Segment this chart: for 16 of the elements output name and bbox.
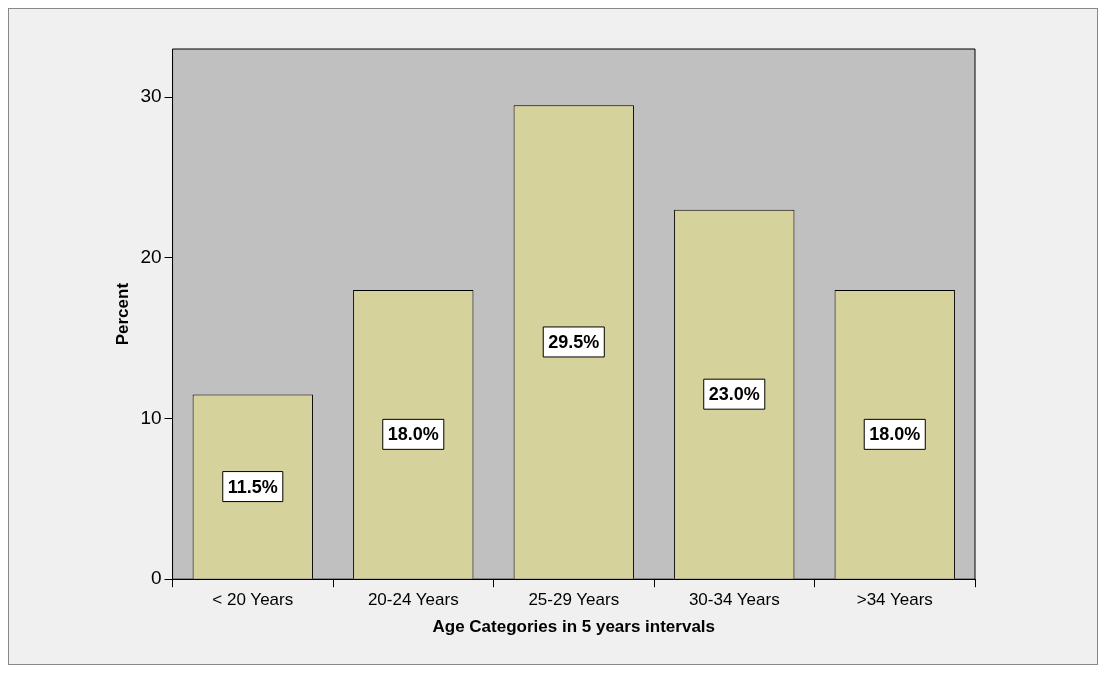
x-tick-label: >34 Years <box>856 590 933 610</box>
y-tick-label: 10 <box>140 406 162 428</box>
x-tick-label: 20-24 Years <box>367 590 459 610</box>
y-axis-title: Percent <box>112 282 132 346</box>
y-tick-label: 20 <box>140 246 162 268</box>
data-label: 29.5% <box>548 331 600 352</box>
data-label: 23.0% <box>708 384 760 405</box>
data-label: 18.0% <box>387 424 439 445</box>
data-label: 11.5% <box>227 476 278 497</box>
x-tick-label: 30-34 Years <box>688 590 780 610</box>
x-tick-label: 25-29 Years <box>528 590 620 610</box>
y-tick-label: 30 <box>140 85 162 107</box>
y-tick-label: 0 <box>150 567 162 589</box>
x-tick-label: < 20 Years <box>212 590 294 610</box>
x-axis-title: Age Categories in 5 years intervals <box>432 617 716 637</box>
data-label: 18.0% <box>869 424 921 445</box>
